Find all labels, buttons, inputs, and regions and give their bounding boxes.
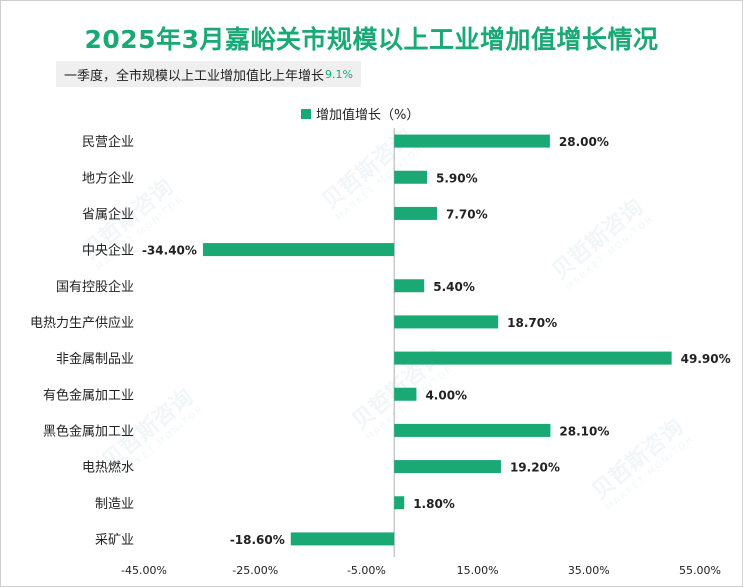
x-tick-label: 35.00% bbox=[568, 564, 610, 577]
x-tick-label: 15.00% bbox=[457, 564, 499, 577]
category-label: 采矿业 bbox=[95, 533, 134, 548]
bar bbox=[394, 315, 499, 329]
bar bbox=[202, 243, 395, 257]
bars-layer bbox=[202, 134, 672, 546]
subtitle-text: 一季度，全市规模以上工业增加值比上年增长 bbox=[64, 68, 325, 84]
bar bbox=[394, 134, 550, 148]
data-label: 28.10% bbox=[559, 424, 609, 438]
legend-label: 增加值增长（%） bbox=[316, 107, 419, 123]
category-label: 电热力生产供应业 bbox=[30, 315, 134, 331]
x-tick-label: -5.00% bbox=[347, 564, 386, 577]
chart-title: 2025年3月嘉峪关市规模以上工业增加值增长情况 bbox=[84, 25, 659, 54]
legend-swatch bbox=[301, 109, 311, 119]
x-tick-label: 55.00% bbox=[679, 564, 721, 577]
bar bbox=[394, 351, 672, 365]
x-tick-label: -25.00% bbox=[232, 564, 278, 577]
bar bbox=[394, 496, 405, 510]
axis-layer: -45.00% -25.00% -5.00% 15.00% 35.00% 55.00% bbox=[121, 128, 721, 577]
bar bbox=[394, 170, 428, 184]
bar bbox=[394, 206, 438, 220]
data-label: -34.40% bbox=[142, 244, 197, 258]
data-label: -18.60% bbox=[230, 533, 285, 547]
bar bbox=[394, 423, 551, 437]
category-label: 黑色金属加工业 bbox=[43, 423, 134, 439]
data-label: 19.20% bbox=[510, 461, 560, 475]
category-label: 地方企业 bbox=[82, 170, 134, 186]
bar bbox=[394, 460, 501, 474]
category-label: 国有控股企业 bbox=[56, 279, 134, 295]
category-label: 制造业 bbox=[95, 497, 134, 512]
subtitle-value: 9.1% bbox=[325, 67, 353, 81]
bar bbox=[394, 387, 417, 401]
data-label: 18.70% bbox=[507, 316, 557, 330]
data-label: 5.90% bbox=[436, 171, 478, 185]
category-label: 中央企业 bbox=[82, 243, 134, 259]
data-label: 1.80% bbox=[413, 497, 455, 511]
data-label: 5.40% bbox=[433, 280, 475, 294]
category-label: 非金属制品业 bbox=[56, 351, 134, 367]
category-label: 电热燃水 bbox=[82, 460, 134, 476]
category-label: 有色金属加工业 bbox=[43, 387, 134, 403]
data-label: 4.00% bbox=[425, 388, 467, 402]
category-label: 省属企业 bbox=[82, 206, 134, 222]
bar bbox=[394, 279, 425, 293]
legend: 增加值增长（%） bbox=[301, 107, 419, 123]
category-label: 民营企业 bbox=[82, 134, 134, 150]
data-label: 49.90% bbox=[681, 352, 731, 366]
data-label: 7.70% bbox=[446, 207, 488, 221]
labels-layer: 民营企业 28.00% 地方企业 5.90% 省属企业 7.70% 中央企业 -34.40% 国… bbox=[30, 134, 731, 548]
subtitle-box: 一季度，全市规模以上工业增加值比上年增长 9.1% bbox=[56, 61, 361, 87]
data-label: 28.00% bbox=[559, 135, 609, 149]
x-tick-label: -45.00% bbox=[121, 564, 167, 577]
bar bbox=[290, 532, 395, 546]
